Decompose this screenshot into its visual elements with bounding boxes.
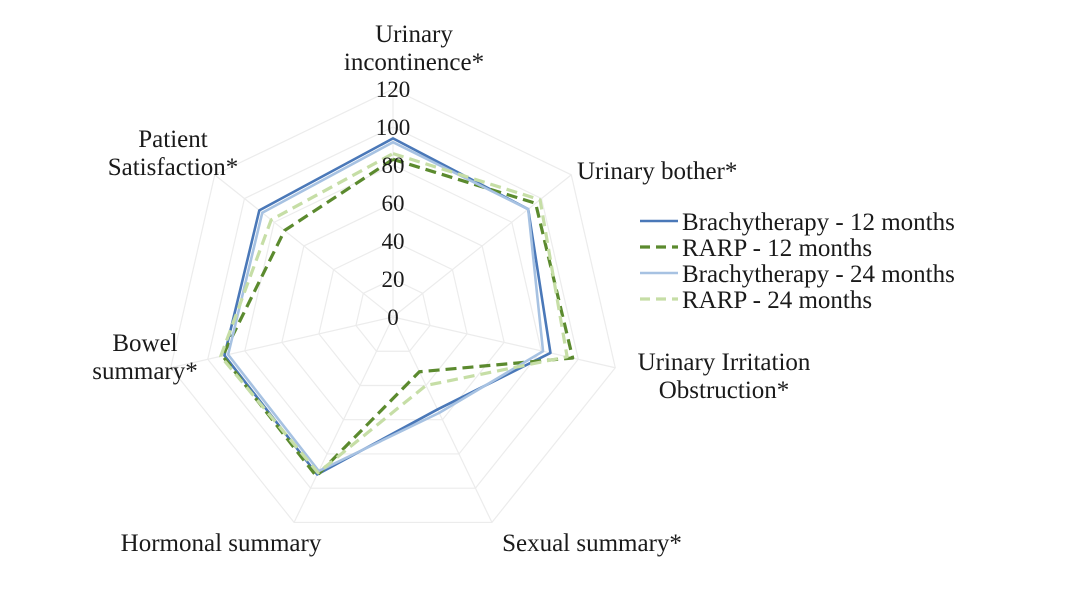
grid-ring — [244, 164, 542, 455]
legend-label: RARP - 24 months — [682, 287, 872, 314]
grid-spoke — [293, 316, 394, 523]
grid-spoke — [392, 316, 493, 523]
series-line-1 — [220, 157, 575, 478]
grid-spoke — [392, 174, 572, 318]
axis-label: Bowel summary* — [92, 330, 198, 385]
legend-item: RARP - 24 months — [640, 287, 872, 314]
radar-grid — [170, 88, 616, 524]
axis-label: Sexual summary* — [502, 530, 682, 557]
axis-label: Patient Satisfaction* — [108, 126, 239, 181]
legend-label: Brachytherapy - 12 months — [682, 209, 955, 236]
grid-spoke — [214, 174, 394, 318]
radar-tick-labels: 0 20 40 60 80 100 120 — [376, 77, 411, 330]
tick-label: 20 — [382, 267, 405, 292]
axis-label: Urinary incontinence* — [344, 21, 484, 76]
tick-label: 40 — [382, 229, 405, 254]
axis-label: Urinary bother* — [577, 158, 737, 185]
legend-label: RARP - 12 months — [682, 235, 872, 262]
grid-ring — [170, 88, 616, 524]
tick-label: 100 — [376, 115, 411, 140]
grid-ring — [355, 278, 431, 352]
legend-item: Brachytherapy - 12 months — [640, 209, 955, 236]
grid-ring — [207, 126, 579, 489]
axis-label: Urinary Irritation Obstruction* — [638, 349, 811, 404]
radar-axis-labels: Urinary incontinence* Urinary bother* Urina… — [92, 21, 811, 557]
legend-item: RARP - 12 months — [640, 235, 872, 262]
grid-ring — [281, 202, 505, 421]
axis-label: Hormonal summary — [121, 530, 322, 557]
grid-spoke — [392, 316, 616, 369]
legend-label: Brachytherapy - 24 months — [682, 261, 955, 288]
legend-item: Brachytherapy - 24 months — [640, 261, 955, 288]
series-line-2 — [226, 140, 545, 473]
tick-label: 0 — [387, 305, 399, 330]
grid-ring — [318, 240, 468, 387]
series-line-3 — [219, 152, 569, 475]
tick-label: 80 — [382, 153, 405, 178]
tick-label: 120 — [376, 77, 411, 102]
radar-series — [219, 137, 575, 478]
tick-label: 60 — [382, 191, 405, 216]
grid-spoke — [170, 316, 394, 369]
